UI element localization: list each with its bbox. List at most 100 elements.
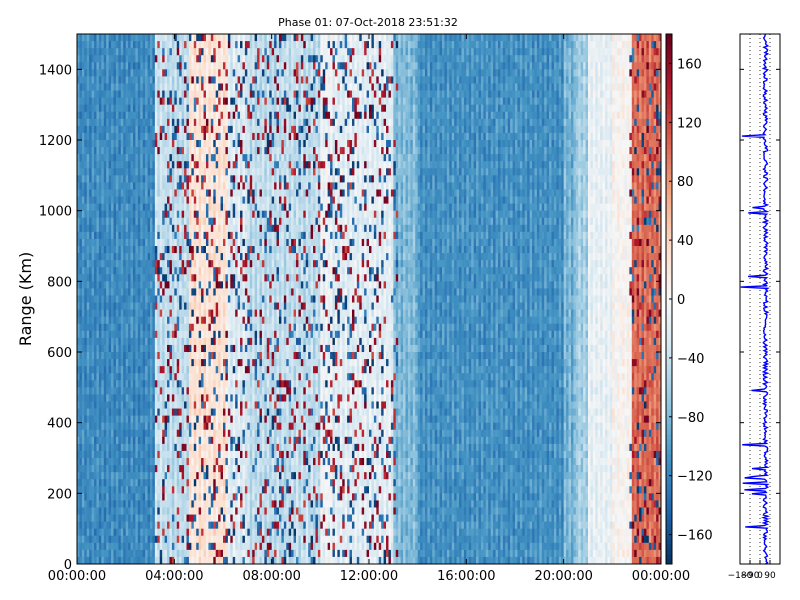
heatmap-cell	[204, 112, 207, 119]
heatmap-cell	[150, 281, 153, 288]
heatmap-cell	[169, 232, 172, 239]
heatmap-cell	[172, 324, 175, 331]
heatmap-cell	[82, 515, 85, 522]
heatmap-cell	[99, 204, 102, 211]
heatmap-cell	[121, 543, 124, 550]
heatmap-cell	[143, 303, 146, 310]
heatmap-cell	[116, 274, 119, 281]
heatmap-cell	[123, 493, 126, 500]
heatmap-cell	[114, 401, 117, 408]
heatmap-cell	[126, 423, 129, 430]
heatmap-cell	[133, 225, 136, 232]
heatmap-cell	[174, 352, 177, 359]
heatmap-cell	[230, 147, 233, 154]
heatmap-cell	[230, 281, 233, 288]
heatmap-cell	[104, 246, 107, 253]
heatmap-cell	[104, 387, 107, 394]
heatmap-cell	[155, 55, 158, 62]
heatmap-cell	[145, 557, 148, 564]
heatmap-cell	[169, 41, 172, 48]
heatmap-cell	[174, 154, 177, 161]
heatmap-cell	[228, 430, 231, 437]
heatmap-cell	[123, 41, 126, 48]
heatmap-cell	[82, 274, 85, 281]
heatmap-cell	[96, 515, 99, 522]
heatmap-cell	[133, 345, 136, 352]
heatmap-cell	[177, 310, 180, 317]
heatmap-cell	[143, 62, 146, 69]
heatmap-cell	[96, 175, 99, 182]
heatmap-cell	[238, 218, 241, 225]
heatmap-cell	[114, 529, 117, 536]
heatmap-cell	[111, 317, 114, 324]
heatmap-cell	[111, 34, 114, 41]
heatmap-cell	[223, 225, 226, 232]
heatmap-cell	[213, 253, 216, 260]
heatmap-cell	[169, 507, 172, 514]
heatmap-cell	[213, 260, 216, 267]
heatmap-cell	[138, 218, 141, 225]
heatmap-cell	[201, 543, 204, 550]
heatmap-cell	[106, 409, 109, 416]
heatmap-cell	[221, 105, 224, 112]
heatmap-cell	[221, 522, 224, 529]
heatmap-cell	[87, 423, 90, 430]
heatmap-cell	[182, 380, 185, 387]
heatmap-cell	[187, 430, 190, 437]
heatmap-cell	[101, 246, 104, 253]
heatmap-cell	[111, 338, 114, 345]
heatmap-cell	[182, 211, 185, 218]
heatmap-cell	[87, 324, 90, 331]
heatmap-cell	[208, 232, 211, 239]
heatmap-cell	[148, 359, 151, 366]
heatmap-cell	[213, 387, 216, 394]
heatmap-cell	[109, 345, 112, 352]
heatmap-cell	[94, 373, 97, 380]
heatmap-cell	[123, 62, 126, 69]
heatmap-cell	[233, 225, 236, 232]
heatmap-cell	[230, 338, 233, 345]
heatmap-cell	[213, 515, 216, 522]
heatmap-cell	[182, 409, 185, 416]
heatmap-cell	[213, 274, 216, 281]
heatmap-cell	[101, 557, 104, 564]
heatmap-cell	[133, 168, 136, 175]
heatmap-cell	[116, 387, 119, 394]
heatmap-cell	[89, 338, 92, 345]
heatmap-cell	[206, 557, 209, 564]
heatmap-cell	[184, 253, 187, 260]
heatmap-cell	[238, 239, 241, 246]
heatmap-cell	[169, 401, 172, 408]
heatmap-cell	[150, 373, 153, 380]
heatmap-cell	[84, 522, 87, 529]
heatmap-cell	[228, 310, 231, 317]
heatmap-cell	[179, 69, 182, 76]
heatmap-cell	[211, 479, 214, 486]
heatmap-cell	[140, 126, 143, 133]
heatmap-cell	[216, 529, 219, 536]
heatmap-cell	[96, 253, 99, 260]
heatmap-cell	[230, 267, 233, 274]
heatmap-cell	[211, 112, 214, 119]
heatmap-cell	[143, 409, 146, 416]
heatmap-cell	[143, 182, 146, 189]
heatmap-cell	[221, 76, 224, 83]
heatmap-cell	[218, 317, 221, 324]
heatmap-cell	[199, 295, 202, 302]
heatmap-cell	[128, 324, 131, 331]
heatmap-cell	[160, 112, 163, 119]
heatmap-cell	[104, 550, 107, 557]
heatmap-cell	[204, 529, 207, 536]
heatmap-cell	[199, 204, 202, 211]
heatmap-cell	[223, 239, 226, 246]
heatmap-cell	[179, 366, 182, 373]
heatmap-cell	[99, 218, 102, 225]
heatmap-cell	[194, 423, 197, 430]
heatmap-cell	[92, 126, 95, 133]
heatmap-cell	[82, 239, 85, 246]
heatmap-cell	[221, 437, 224, 444]
heatmap-cell	[84, 161, 87, 168]
heatmap-cell	[152, 119, 155, 126]
heatmap-cell	[150, 317, 153, 324]
heatmap-cell	[228, 288, 231, 295]
